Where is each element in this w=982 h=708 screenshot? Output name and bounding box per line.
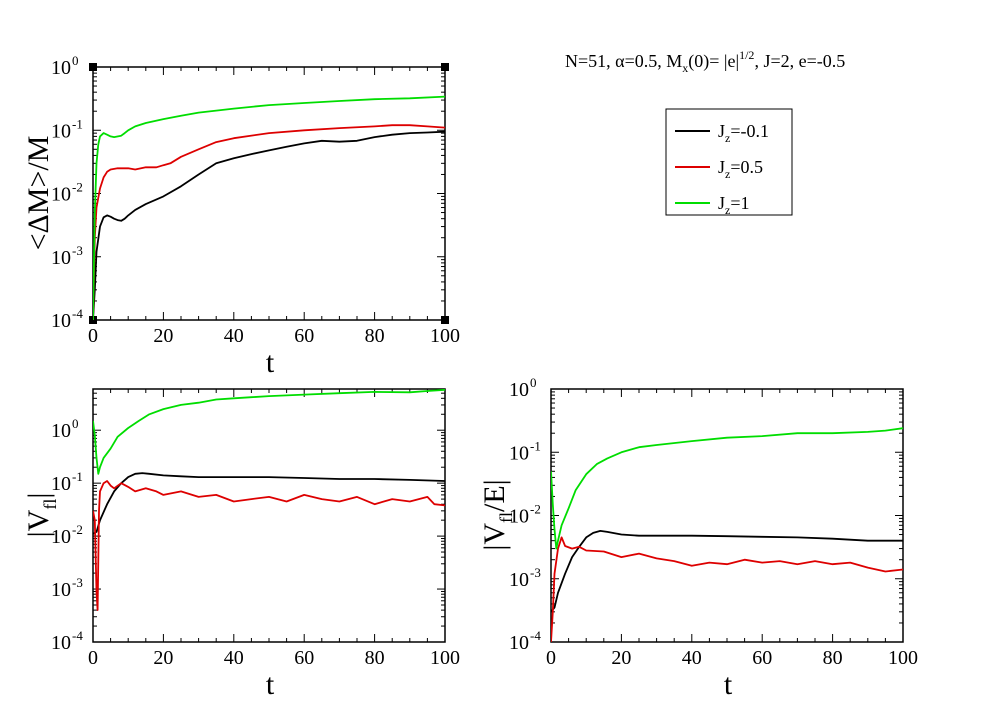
x-tick-label: 20: [611, 647, 631, 669]
series-line-jz-0.1: [93, 472, 445, 535]
y-tick-exponent: -3: [72, 575, 83, 590]
y-tick-label: 10: [509, 506, 529, 528]
x-tick-label: 20: [153, 647, 173, 669]
x-tick-label: 80: [823, 647, 843, 669]
y-tick-exponent: -1: [72, 116, 83, 131]
series-line-jz0.5: [551, 536, 903, 642]
series-line-jz-0.1: [93, 130, 445, 320]
series-line-jz1: [551, 427, 903, 550]
y-tick-label: 10: [51, 473, 71, 495]
y-tick-exponent: -2: [72, 522, 83, 537]
y-tick-exponent: -1: [72, 469, 83, 484]
plot-frame: [92, 388, 446, 643]
corner-marker: [89, 63, 97, 71]
y-tick-label: 10: [51, 632, 71, 654]
corner-marker: [441, 316, 449, 324]
y-tick-label: 10: [51, 184, 71, 206]
plot-frame: [550, 388, 904, 643]
series-line-jz1: [93, 95, 445, 320]
xlabel-bottom-left: t: [266, 668, 275, 701]
y-tick-exponent: 0: [530, 375, 537, 390]
series-line-jz0.5: [93, 124, 445, 320]
legend-box: [665, 108, 793, 216]
y-tick-exponent: -3: [72, 243, 83, 258]
x-tick-label: 0: [546, 647, 556, 669]
series-line-jz0.5: [93, 480, 445, 611]
series-line-jz-0.1: [551, 530, 903, 613]
x-tick-label: 80: [365, 647, 385, 669]
y-tick-label: 10: [51, 526, 71, 548]
y-tick-exponent: 0: [72, 53, 79, 68]
y-tick-label: 10: [51, 57, 71, 79]
ylabel-top: <ΔM>/M: [22, 136, 55, 251]
y-tick-label: 10: [51, 579, 71, 601]
ylabel-bottom-left: |Vfl|: [22, 493, 60, 538]
figure-header: N=51, α=0.5, Mx(0)= |e|1/2, J=2, e=-0.5: [565, 48, 845, 75]
xlabel-top: t: [266, 346, 275, 379]
y-tick-label: 10: [509, 379, 529, 401]
legend-label: Jz=1: [718, 193, 750, 217]
x-tick-label: 40: [224, 325, 244, 347]
corner-marker: [441, 63, 449, 71]
y-tick-exponent: -4: [72, 628, 83, 643]
y-tick-label: 10: [51, 120, 71, 142]
x-tick-label: 100: [430, 647, 460, 669]
y-tick-label: 10: [51, 247, 71, 269]
y-tick-exponent: -4: [530, 628, 541, 643]
series-line-jz1: [93, 389, 445, 475]
y-tick-label: 10: [509, 442, 529, 464]
legend-label: Jz=-0.1: [718, 121, 769, 145]
xlabel-bottom-right: t: [724, 668, 733, 701]
y-tick-label: 10: [51, 420, 71, 442]
x-tick-label: 60: [294, 647, 314, 669]
y-tick-exponent: -2: [530, 502, 541, 517]
y-tick-label: 10: [51, 310, 71, 332]
y-tick-exponent: 0: [72, 416, 79, 431]
y-tick-exponent: -4: [72, 306, 83, 321]
x-tick-label: 40: [224, 647, 244, 669]
x-tick-label: 20: [153, 325, 173, 347]
x-tick-label: 0: [88, 325, 98, 347]
legend: Jz=-0.1 Jz=0.5 Jz=1: [665, 108, 793, 217]
x-tick-label: 100: [430, 325, 460, 347]
x-tick-label: 0: [88, 647, 98, 669]
x-tick-label: 100: [888, 647, 918, 669]
ylabel-bottom-right: |Vfl/E|: [478, 479, 516, 550]
x-tick-label: 40: [682, 647, 702, 669]
y-tick-label: 10: [509, 569, 529, 591]
x-tick-label: 80: [365, 325, 385, 347]
y-tick-exponent: -3: [530, 565, 541, 580]
y-tick-exponent: -2: [72, 180, 83, 195]
x-tick-label: 60: [294, 325, 314, 347]
y-tick-exponent: -1: [530, 438, 541, 453]
y-tick-label: 10: [509, 632, 529, 654]
x-tick-label: 60: [752, 647, 772, 669]
legend-label: Jz=0.5: [718, 157, 763, 181]
